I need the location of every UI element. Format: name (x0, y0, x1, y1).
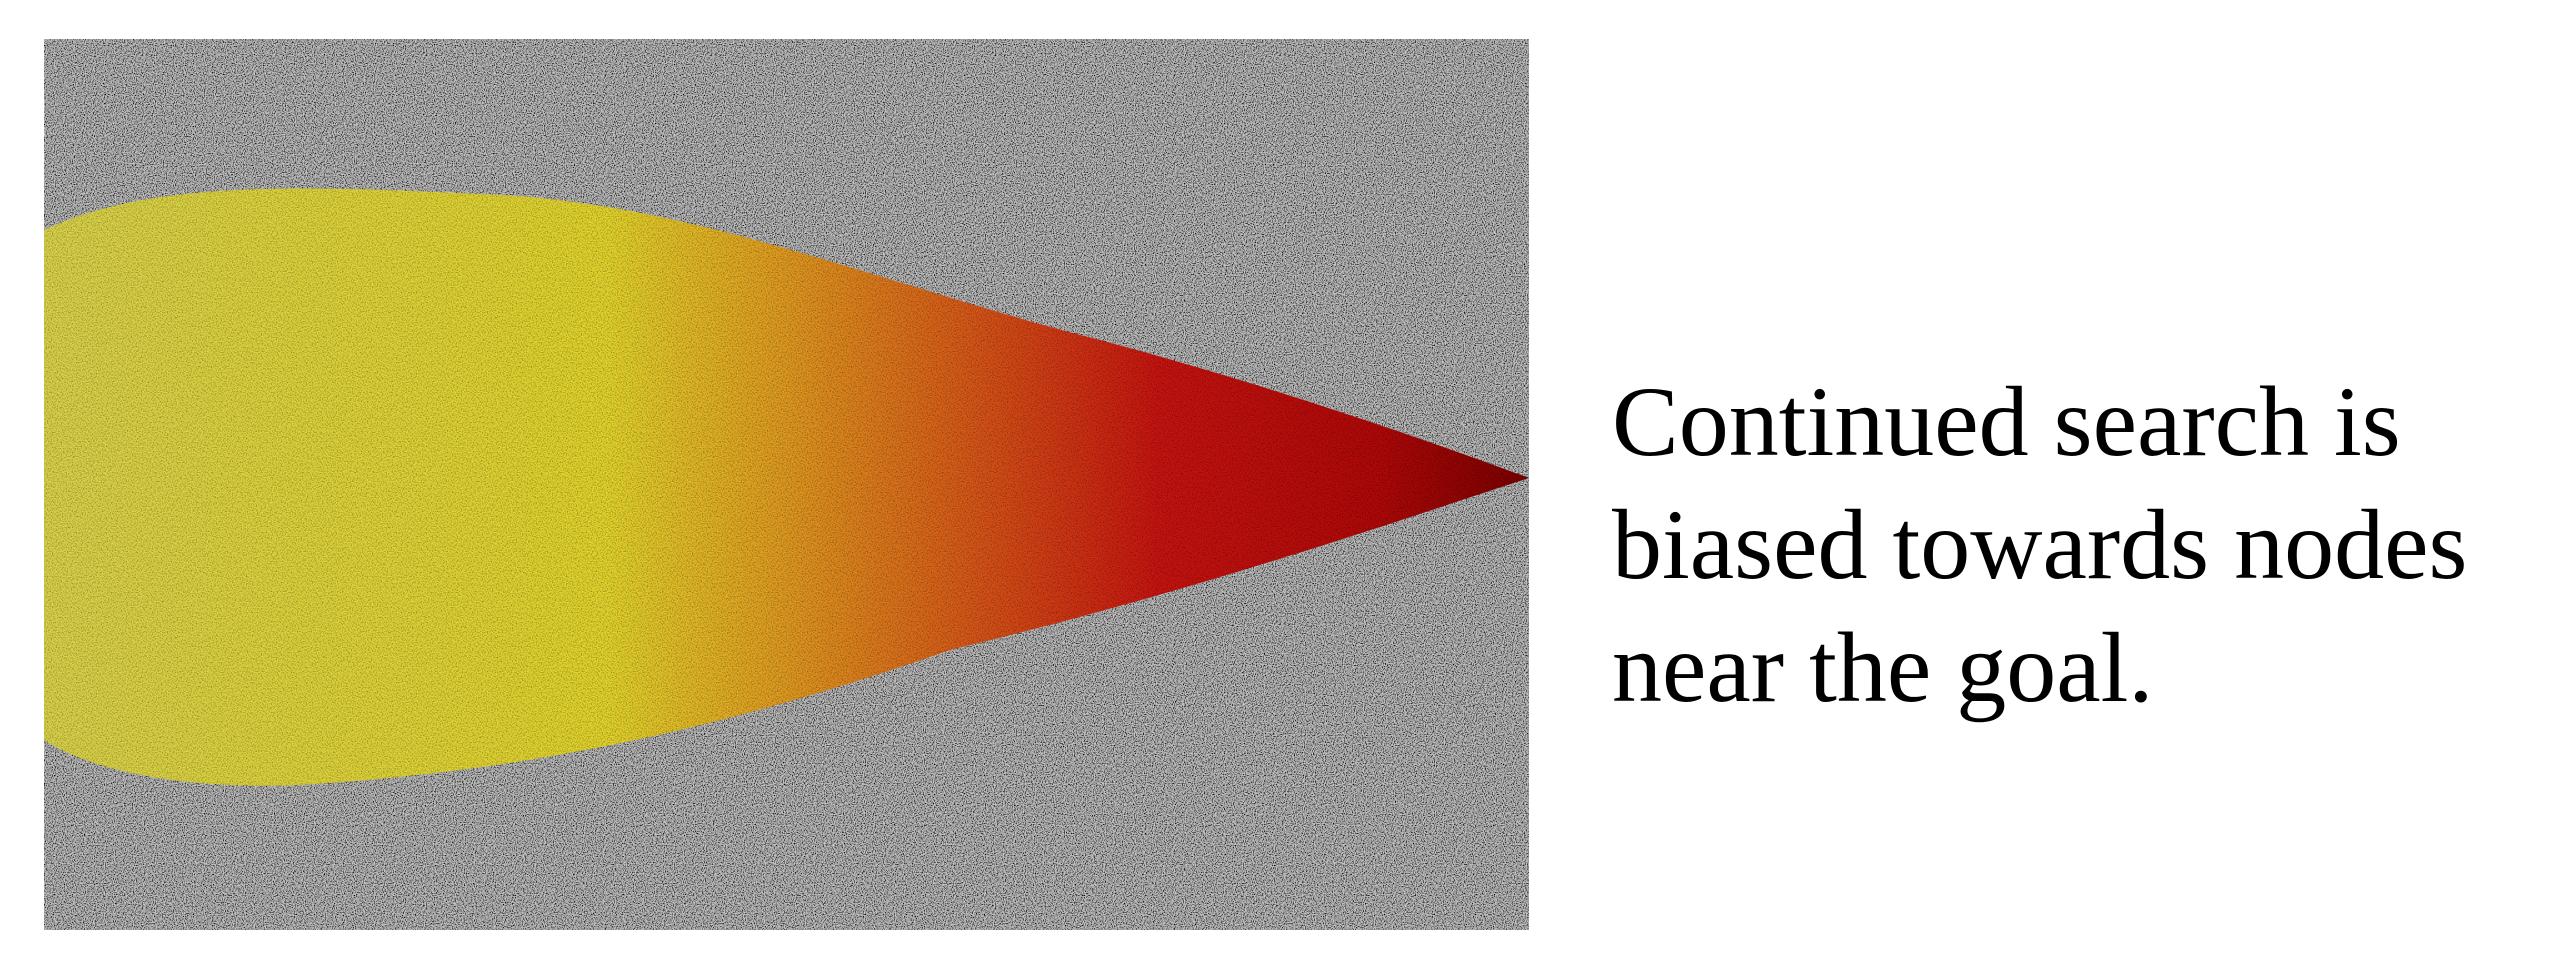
caption-line: Continued search is (1612, 366, 2401, 477)
caption-line: near the goal. (1612, 612, 2154, 723)
caption-line: biased towards nodes (1612, 489, 2468, 600)
caption: Continued search is biased towards nodes… (1612, 360, 2467, 729)
